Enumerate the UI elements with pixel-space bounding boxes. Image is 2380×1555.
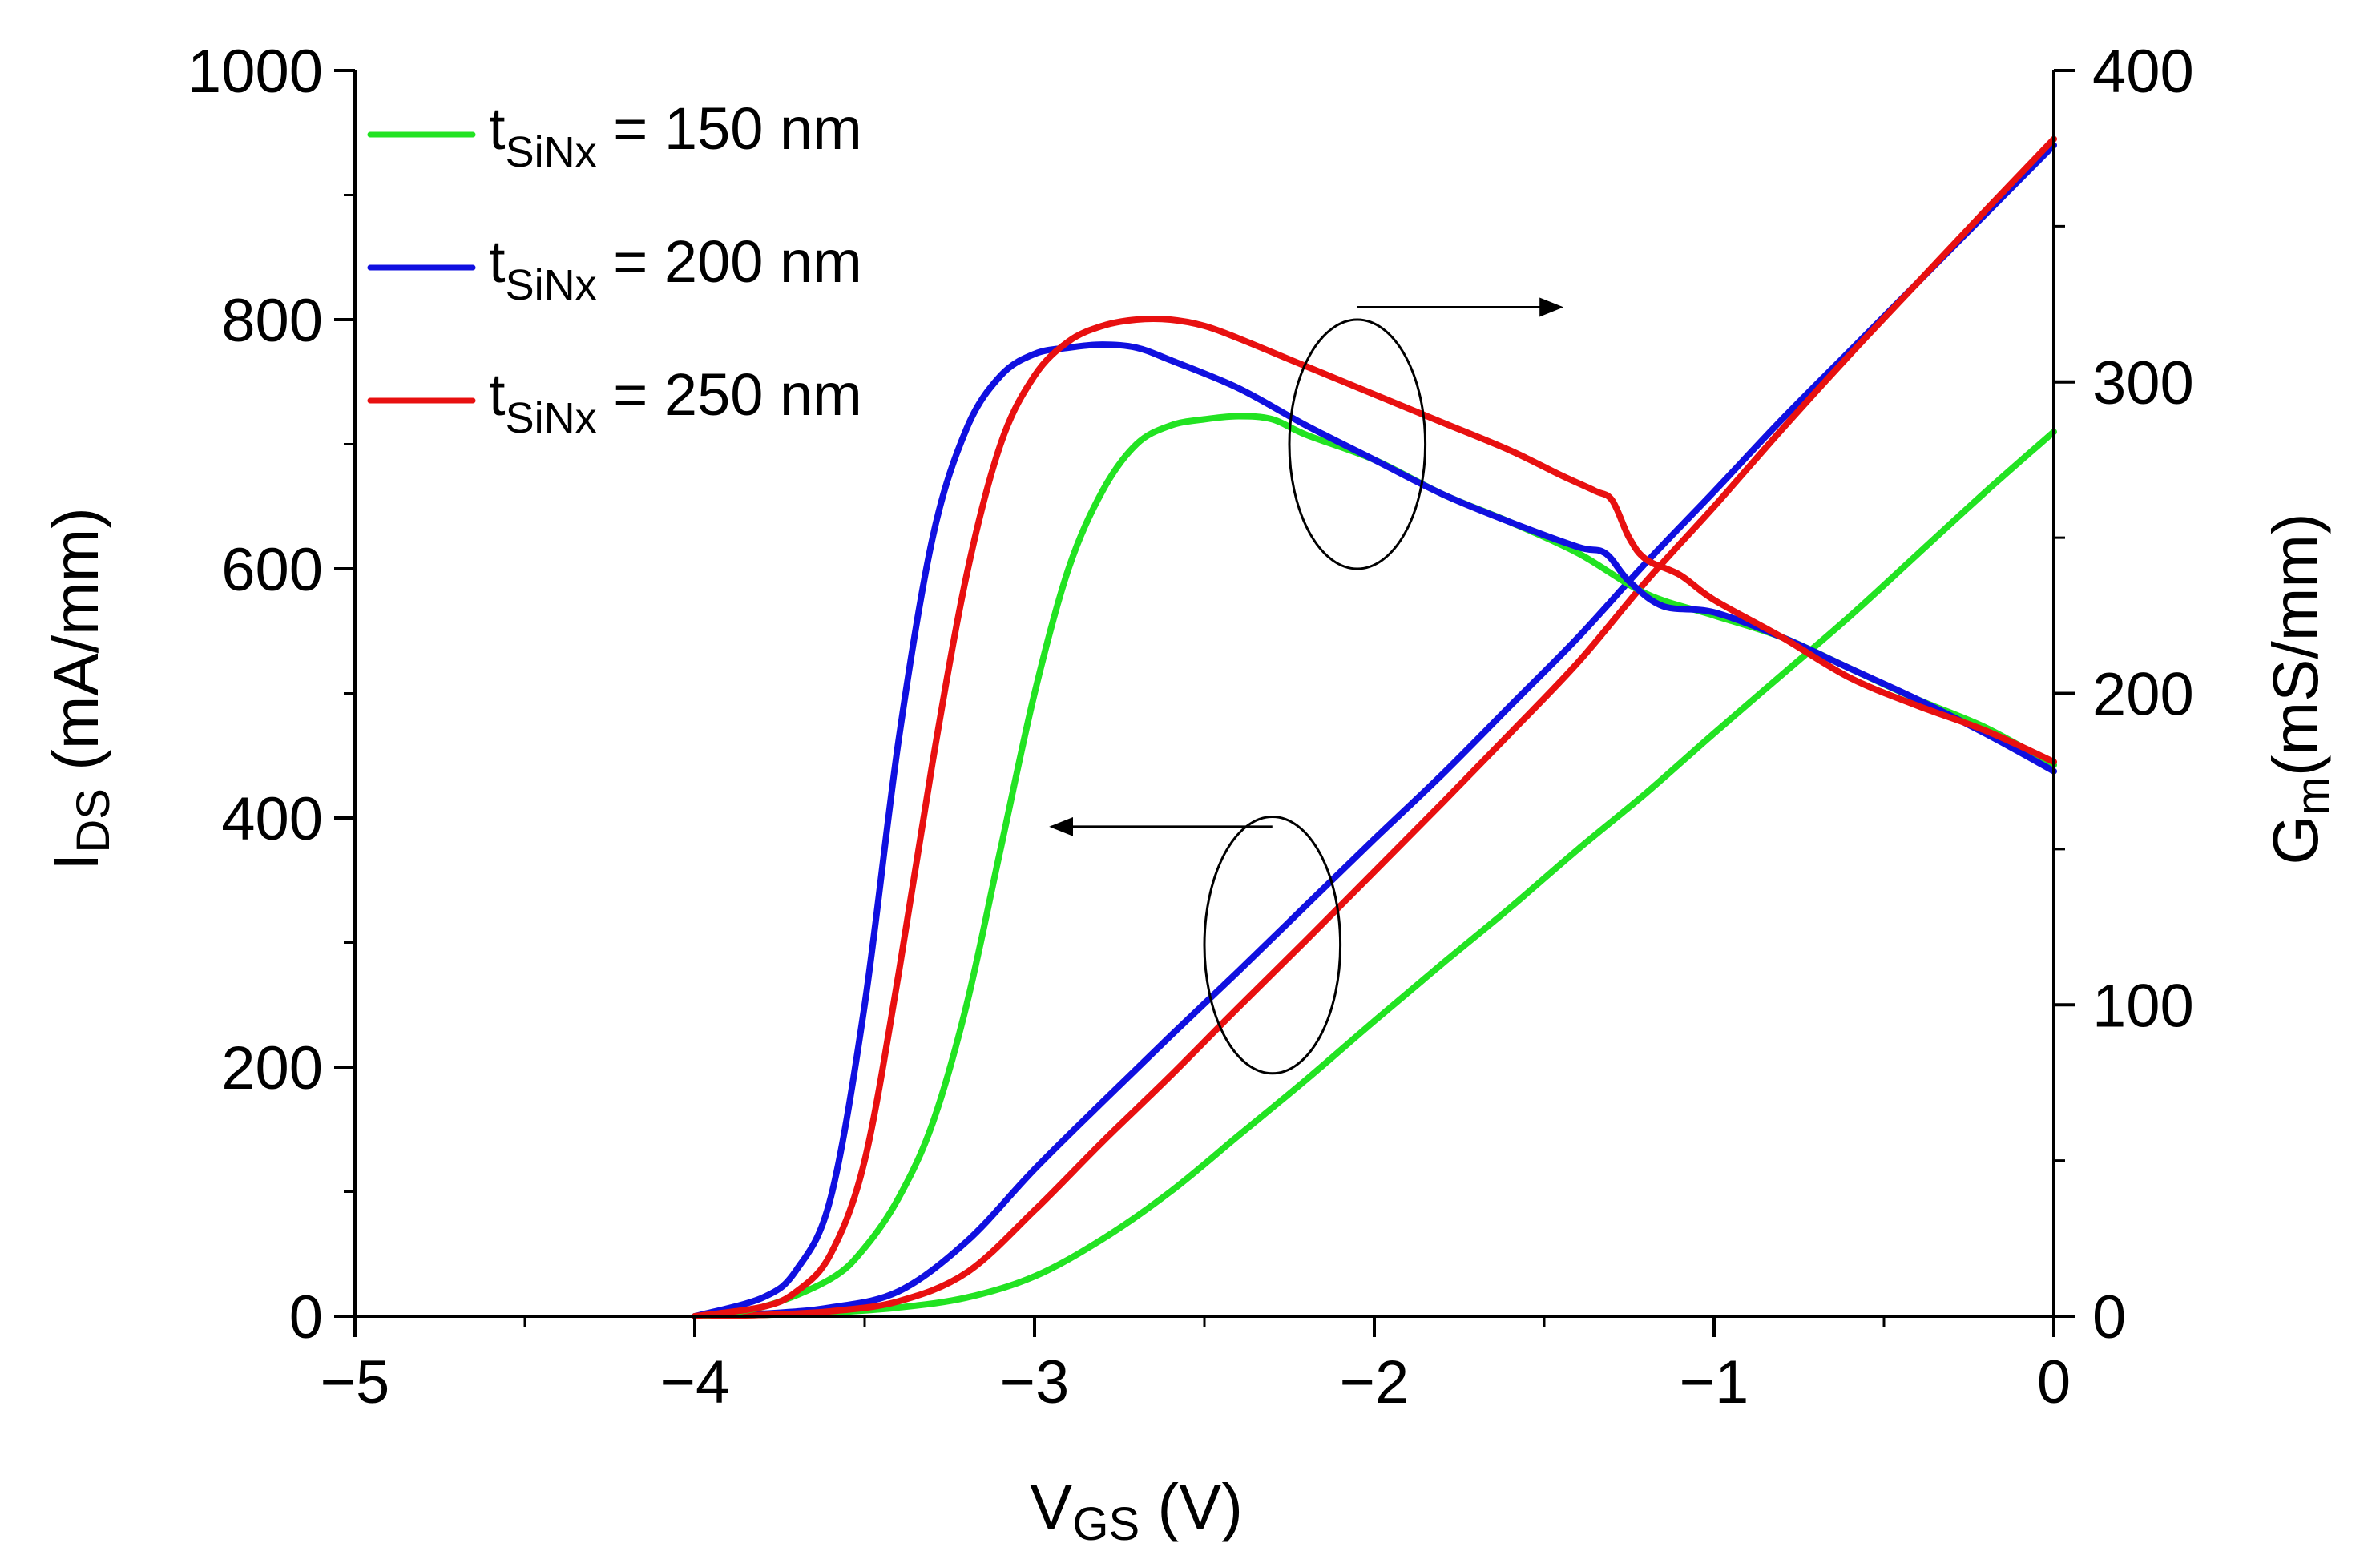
legend-label-sub: SiNx (506, 128, 597, 176)
x-tick-label: −3 (1000, 1348, 1070, 1416)
x-axis-title-unit: (V) (1140, 1471, 1243, 1542)
legend-label-prefix: t (489, 361, 506, 428)
legend-label: tSiNx = 250 nm (489, 361, 862, 442)
y-left-axis-title-sub: DS (67, 788, 119, 853)
x-axis-title-main: V (1030, 1471, 1073, 1542)
legend-label-suffix: = 200 nm (597, 228, 862, 295)
series-line-ids-250-nm (692, 135, 2057, 1319)
plot-area: −5 −4 −3 −2 −1 0 0 200 400 600 800 1000 0 100 200 300… (188, 38, 2194, 1416)
y-left-axis-title-unit: (mA/mm) (40, 507, 111, 788)
x-axis-title-sub: GS (1072, 1498, 1140, 1550)
y-right-axis-title: Gm(mS/mm) (2260, 513, 2339, 864)
legend-label-prefix: t (489, 95, 506, 162)
right-axis-ticks: 0 100 200 300 400 (2054, 38, 2194, 1352)
legend-label-suffix: = 150 nm (597, 95, 862, 162)
series-line-gm-200-nm (692, 341, 2057, 1319)
legend-entry: tSiNx = 250 nm (367, 361, 862, 442)
y-right-tick-label: 200 (2092, 661, 2194, 729)
legend-label: tSiNx = 200 nm (489, 228, 862, 309)
x-axis-title: VGS (V) (1030, 1471, 1243, 1550)
x-axis-ticks: −5 −4 −3 −2 −1 0 (321, 1316, 2071, 1416)
x-tick-label: −5 (321, 1348, 390, 1416)
annotation-layer (1049, 297, 1564, 1075)
legend-label-sub: SiNx (506, 261, 597, 309)
series-layer (692, 135, 2057, 1319)
legend-entry: tSiNx = 200 nm (367, 228, 862, 309)
y-right-tick-label: 100 (2092, 972, 2194, 1040)
legend: tSiNx = 150 nm tSiNx = 200 nm tSiNx = 25… (367, 95, 862, 442)
y-left-axis-title-main: I (40, 853, 111, 871)
x-tick-label: 0 (2037, 1348, 2071, 1416)
y-left-tick-label: 400 (221, 785, 323, 853)
annotation-ellipse (1288, 318, 1427, 570)
y-left-axis-title: IDS (mA/mm) (40, 507, 119, 871)
series-line-ids-150-nm (692, 429, 2057, 1319)
y-right-tick-label: 400 (2092, 38, 2194, 106)
legend-label: tSiNx = 150 nm (489, 95, 862, 176)
y-left-tick-label: 800 (221, 287, 323, 355)
legend-label-sub: SiNx (506, 394, 597, 442)
x-tick-label: −1 (1680, 1348, 1749, 1416)
y-right-tick-label: 0 (2092, 1283, 2126, 1352)
left-axis-ticks: 0 200 400 600 800 1000 (188, 38, 355, 1352)
y-left-tick-label: 1000 (188, 38, 323, 106)
series-line-ids-200-nm (692, 142, 2057, 1319)
y-right-axis-title-unit: (mS/mm) (2260, 513, 2331, 776)
y-left-tick-label: 600 (221, 536, 323, 604)
y-left-tick-label: 0 (289, 1283, 323, 1352)
legend-entry: tSiNx = 150 nm (367, 95, 862, 176)
y-right-axis-title-sub: m (2287, 776, 2339, 815)
legend-label-suffix: = 250 nm (597, 361, 862, 428)
x-tick-label: −4 (660, 1348, 730, 1416)
axes-layer: −5 −4 −3 −2 −1 0 0 200 400 600 800 1000 0 100 200 300… (188, 38, 2194, 1416)
y-right-tick-label: 300 (2092, 349, 2194, 417)
legend-label-prefix: t (489, 228, 506, 295)
y-right-axis-title-main: G (2260, 815, 2331, 864)
annotation-ellipse (1203, 815, 1342, 1075)
y-left-tick-label: 200 (221, 1034, 323, 1102)
series-line-gm-250-nm (692, 316, 2057, 1319)
x-tick-label: −2 (1340, 1348, 1410, 1416)
